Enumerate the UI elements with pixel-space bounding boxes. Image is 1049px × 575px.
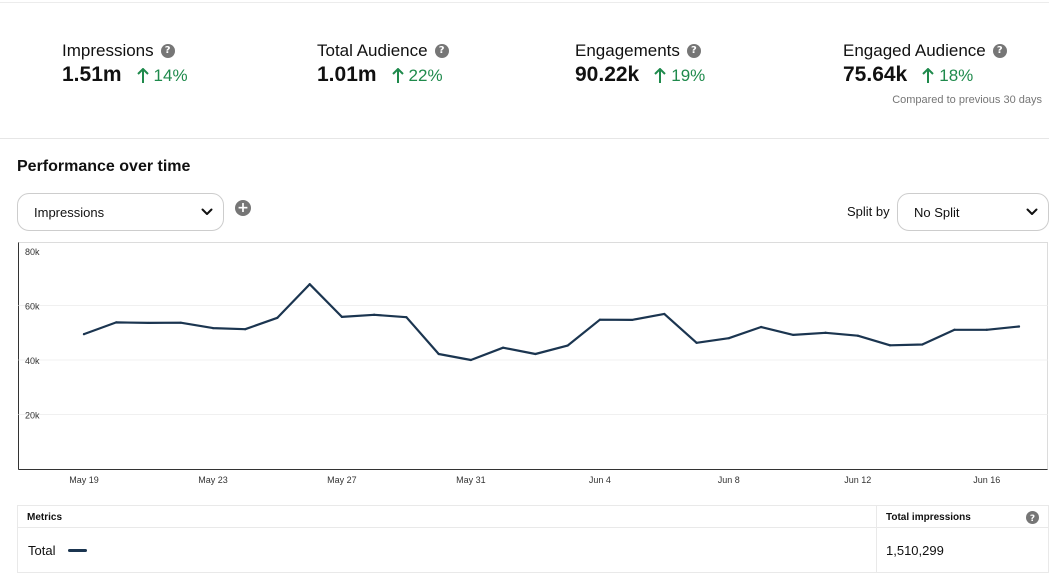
stat-change-value: 19%: [671, 66, 706, 85]
svg-text:?: ?: [1030, 514, 1035, 524]
row-total-value: 1,510,299: [886, 543, 944, 558]
compare-note: Compared to previous 30 days: [892, 94, 1042, 106]
split-dropdown[interactable]: No Split: [897, 193, 1049, 231]
stat-label: Engagements: [575, 41, 680, 60]
x-tick-label: Jun 8: [718, 475, 740, 485]
stat-label: Engaged Audience: [843, 41, 986, 60]
stat-value: 1.01m: [317, 63, 377, 86]
x-tick-label: May 23: [198, 475, 228, 485]
arrow-up-icon: [391, 68, 404, 83]
data-point: [598, 318, 601, 321]
arrow-up-icon: [136, 68, 149, 83]
performance-chart: 80k 60k 40k 20k May 19 May 23 May 27 May 31 Jun …: [18, 242, 1049, 490]
stat-change-value: 22%: [408, 66, 443, 85]
chevron-down-icon: [1026, 206, 1038, 218]
data-point: [727, 337, 730, 340]
arrow-up-icon: [922, 68, 934, 83]
metrics-table: Metrics Total impressions ? Total 1,510,…: [17, 505, 1049, 573]
arrow-up-icon: [654, 68, 666, 83]
metrics-header: Metrics: [27, 512, 63, 523]
data-point: [759, 325, 763, 329]
table-header: Metrics Total impressions ?: [18, 506, 1048, 528]
chevron-down-icon: [201, 206, 213, 218]
stat-change: 22%: [391, 66, 443, 86]
stat-total-audience: Total Audience ? 1.01m 22%: [317, 40, 449, 87]
y-tick-label: 40k: [25, 356, 40, 366]
stat-change: 19%: [654, 66, 705, 86]
data-point: [469, 358, 472, 362]
data-point: [985, 328, 988, 331]
data-point: [82, 333, 86, 336]
series-line-total: [82, 283, 1021, 362]
split-dropdown-value: No Split: [914, 204, 960, 220]
stat-change-value: 18%: [939, 66, 974, 85]
stat-engaged-audience: Engaged Audience ? 75.64k 18%: [843, 40, 1007, 87]
data-point: [921, 343, 924, 346]
metric-dropdown-value: Impressions: [34, 204, 105, 220]
stat-label: Total Audience: [317, 41, 428, 60]
help-icon[interactable]: ?: [434, 44, 449, 58]
help-icon[interactable]: ?: [160, 44, 175, 58]
series-legend-swatch: [68, 549, 87, 552]
data-point: [534, 352, 537, 356]
data-point: [276, 316, 279, 319]
top-divider: [0, 2, 1049, 3]
stat-value: 90.22k: [575, 63, 640, 86]
y-tick-label: 80k: [25, 247, 40, 257]
data-point: [373, 313, 376, 316]
stat-label: Impressions: [62, 41, 154, 60]
help-icon[interactable]: ?: [1026, 511, 1039, 524]
help-icon[interactable]: ?: [686, 44, 701, 58]
data-point: [631, 318, 634, 322]
data-point: [244, 328, 247, 331]
stat-change: 18%: [922, 66, 973, 86]
x-tick-label: May 27: [327, 475, 357, 485]
row-label: Total: [28, 543, 56, 558]
data-point: [502, 346, 505, 349]
stat-change-value: 14%: [153, 66, 188, 85]
chart-frame: [18, 242, 1048, 470]
data-point: [308, 283, 311, 286]
stat-impressions: Impressions ? 1.51m 14%: [62, 40, 188, 87]
data-point: [147, 321, 150, 325]
data-point: [695, 341, 698, 344]
section-title: Performance over time: [17, 158, 191, 175]
data-point: [179, 321, 182, 324]
x-tick-label: Jun 4: [589, 475, 611, 485]
help-icon[interactable]: ?: [992, 44, 1007, 58]
data-point: [824, 331, 827, 334]
data-point: [1017, 325, 1021, 328]
data-point: [663, 312, 666, 316]
x-tick-label: Jun 12: [844, 475, 871, 485]
data-point: [115, 321, 118, 324]
stat-value: 75.64k: [843, 63, 908, 86]
stat-change: 14%: [136, 66, 188, 86]
data-point: [792, 333, 795, 337]
stat-engagements: Engagements ? 90.22k 19%: [575, 40, 705, 87]
data-point: [953, 328, 956, 331]
data-point: [437, 352, 440, 356]
stats-divider: [0, 138, 1049, 139]
add-metric-icon[interactable]: +: [235, 200, 251, 216]
split-by-label: Split by: [847, 204, 890, 219]
line-chart-svg: 80k 60k 40k 20k May 19 May 23 May 27 May 31 Jun …: [18, 242, 1048, 485]
column-divider: [876, 506, 877, 572]
data-point: [405, 316, 408, 319]
data-point: [888, 344, 892, 347]
total-impressions-header: Total impressions: [886, 512, 971, 523]
data-point: [856, 334, 859, 337]
x-tick-label: Jun 16: [973, 475, 1000, 485]
x-tick-label: May 31: [456, 475, 486, 485]
data-point: [566, 344, 569, 347]
x-tick-label: May 19: [69, 475, 99, 485]
stat-value: 1.51m: [62, 63, 122, 86]
data-point: [211, 327, 215, 330]
y-tick-label: 20k: [25, 411, 40, 421]
data-point: [340, 315, 344, 319]
y-tick-label: 60k: [25, 302, 40, 312]
metric-dropdown[interactable]: Impressions: [17, 193, 224, 231]
